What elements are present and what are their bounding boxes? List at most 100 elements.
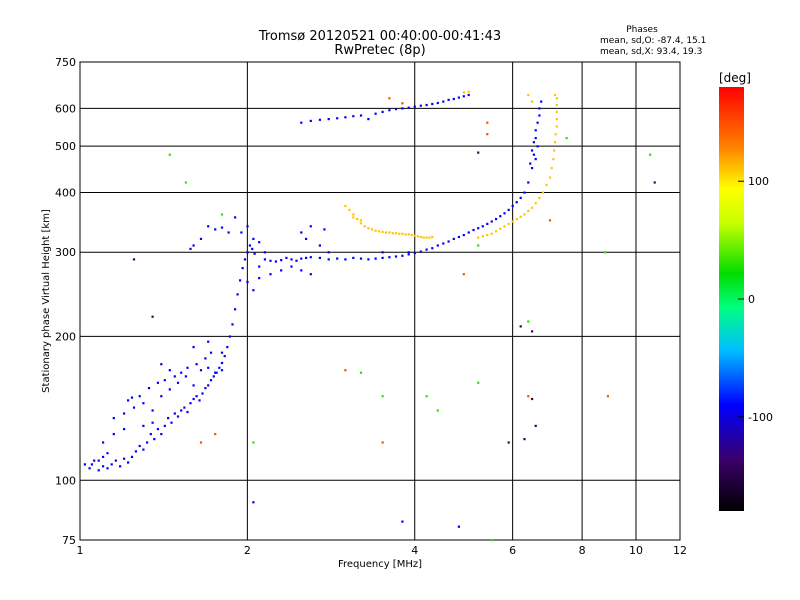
data-point xyxy=(163,424,166,427)
data-point xyxy=(527,395,530,398)
data-point xyxy=(176,415,180,418)
data-point xyxy=(300,231,303,234)
data-point xyxy=(425,395,428,398)
data-point xyxy=(258,277,261,280)
data-point xyxy=(553,149,556,152)
data-point xyxy=(416,235,419,238)
data-point xyxy=(447,98,450,101)
data-point xyxy=(527,93,530,97)
data-point xyxy=(499,215,502,218)
stats-line-x: mean, sd,X: 93.4, 19.3 xyxy=(600,47,702,57)
data-point xyxy=(359,222,363,225)
data-point xyxy=(318,256,321,259)
data-point xyxy=(168,369,171,372)
data-point xyxy=(511,220,514,223)
data-point xyxy=(519,215,522,218)
data-point xyxy=(160,395,163,398)
data-point xyxy=(168,388,171,391)
data-point xyxy=(548,176,552,179)
data-point xyxy=(457,235,460,239)
data-point xyxy=(398,232,401,235)
data-point xyxy=(381,230,384,233)
data-point xyxy=(93,459,96,462)
data-point xyxy=(367,118,370,121)
data-point xyxy=(344,116,347,119)
data-point xyxy=(486,222,489,225)
data-point xyxy=(246,280,249,284)
y-tick-label: 300 xyxy=(55,246,76,259)
data-point xyxy=(186,410,189,414)
data-point xyxy=(142,448,145,451)
data-point xyxy=(167,417,170,420)
data-point xyxy=(180,371,183,374)
data-point xyxy=(97,459,100,462)
plot-area xyxy=(79,61,681,541)
data-point xyxy=(548,219,552,222)
data-point xyxy=(207,366,210,369)
data-point xyxy=(183,406,186,409)
data-point xyxy=(555,125,558,128)
data-point xyxy=(269,259,272,262)
data-point xyxy=(565,137,568,140)
data-point xyxy=(220,361,224,365)
data-point xyxy=(515,201,518,204)
data-point xyxy=(318,244,321,247)
data-point xyxy=(142,402,145,405)
data-point xyxy=(394,108,398,111)
data-point xyxy=(252,501,255,504)
data-point xyxy=(531,100,534,103)
data-point xyxy=(207,340,210,343)
data-point xyxy=(534,158,537,161)
data-point xyxy=(226,346,229,349)
data-point xyxy=(554,133,557,136)
data-point xyxy=(176,381,180,384)
data-point xyxy=(151,315,154,318)
data-point xyxy=(195,363,198,366)
data-point xyxy=(519,325,522,328)
data-point xyxy=(258,265,261,268)
data-point xyxy=(531,167,534,170)
data-point xyxy=(410,234,413,237)
data-point xyxy=(462,95,465,98)
data-point xyxy=(336,117,339,120)
data-point xyxy=(425,248,428,251)
data-point xyxy=(243,258,247,261)
data-point xyxy=(384,231,388,234)
data-point xyxy=(309,256,312,259)
data-point xyxy=(132,406,136,409)
data-point xyxy=(204,357,207,360)
data-point xyxy=(486,133,489,136)
data-point xyxy=(199,441,203,444)
data-point xyxy=(138,444,141,448)
data-point xyxy=(295,259,298,262)
data-point xyxy=(401,107,404,110)
data-point xyxy=(280,269,283,272)
data-point xyxy=(290,265,293,268)
data-point xyxy=(381,395,384,398)
data-point xyxy=(146,441,149,444)
data-point xyxy=(381,256,384,259)
data-point xyxy=(147,387,151,390)
data-point xyxy=(102,455,105,458)
data-point xyxy=(519,196,522,199)
data-point xyxy=(523,213,526,216)
y-axis-label: Stationary phase Virtual Height [km] xyxy=(41,209,52,393)
data-point xyxy=(204,387,207,390)
data-point xyxy=(394,232,398,235)
data-point xyxy=(407,251,410,254)
stats-heading: Phases xyxy=(626,25,658,35)
data-point xyxy=(436,244,439,247)
data-point xyxy=(102,465,105,468)
data-point xyxy=(123,428,126,431)
data-point xyxy=(462,273,465,276)
data-point xyxy=(274,260,277,263)
data-point xyxy=(534,129,537,132)
data-point xyxy=(511,204,514,208)
data-point xyxy=(151,409,154,412)
data-point xyxy=(344,204,347,208)
data-point xyxy=(352,256,355,259)
data-point xyxy=(527,181,530,184)
data-point xyxy=(472,228,475,232)
data-point xyxy=(481,235,484,238)
